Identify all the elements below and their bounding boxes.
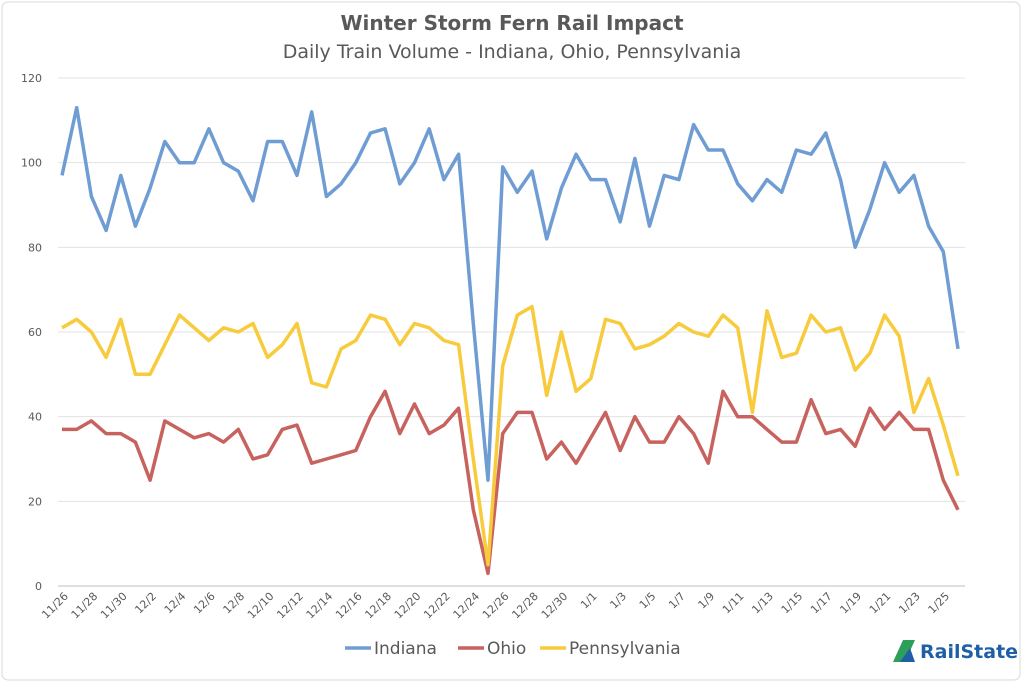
legend-label: Ohio	[487, 639, 526, 659]
legend-item: Indiana	[345, 639, 437, 659]
y-tick-label: 60	[28, 326, 42, 339]
legend-item: Ohio	[458, 639, 526, 659]
logo-text: RailState	[920, 641, 1018, 663]
logo: RailState	[893, 640, 1018, 663]
logo-icon	[893, 640, 915, 662]
series-line	[61, 304, 960, 567]
chart-subtitle: Daily Train Volume - Indiana, Ohio, Penn…	[283, 41, 742, 63]
legend-item: Pennsylvania	[540, 639, 681, 659]
y-tick-label: 120	[21, 72, 42, 85]
logo-icon	[900, 648, 915, 662]
series-line	[60, 105, 960, 482]
y-tick-label: 40	[28, 411, 42, 424]
legend-label: Indiana	[374, 639, 437, 659]
y-tick-label: 0	[35, 580, 42, 593]
chart-title: Winter Storm Fern Rail Impact	[340, 11, 683, 35]
y-tick-label: 20	[28, 495, 42, 508]
y-tick-label: 80	[28, 241, 42, 254]
y-tick-label: 100	[21, 157, 42, 170]
series-line	[62, 389, 960, 576]
legend-label: Pennsylvania	[569, 639, 681, 659]
